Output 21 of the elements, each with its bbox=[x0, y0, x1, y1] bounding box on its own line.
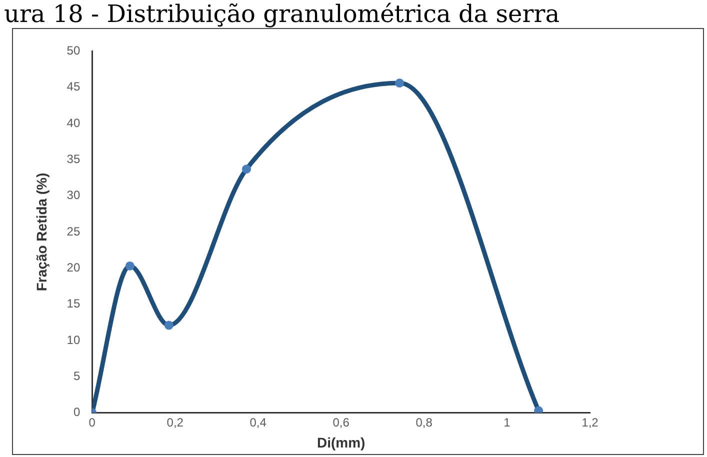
x-tick-label: 0,2 bbox=[166, 415, 184, 430]
x-tick-label: 1,2 bbox=[582, 415, 599, 430]
chart-title: ura 18 - Distribuição granulométrica da serra bbox=[3, 0, 561, 28]
y-tick-label: 40 bbox=[66, 116, 80, 130]
y-tick-label: 35 bbox=[66, 152, 80, 166]
y-tick-label: 30 bbox=[66, 188, 80, 202]
y-tick-label: 15 bbox=[66, 296, 80, 311]
x-tick-label: 0,8 bbox=[416, 415, 433, 430]
y-tick-label: 25 bbox=[66, 224, 80, 238]
x-tick-label: 0,4 bbox=[250, 415, 267, 430]
y-tick-label: 5 bbox=[73, 368, 80, 383]
x-tick-label: 0 bbox=[88, 415, 96, 430]
y-tick-label: 50 bbox=[66, 44, 80, 58]
x-tick-label: 1 bbox=[504, 415, 511, 430]
x-tick-label: 0,6 bbox=[332, 415, 350, 430]
y-tick-label: 20 bbox=[66, 260, 80, 274]
y-axis-title: Fração Retida (%) bbox=[33, 172, 50, 292]
y-tick-label: 45 bbox=[66, 80, 80, 94]
x-axis-title: Di(mm) bbox=[316, 434, 366, 450]
y-tick-label: 0 bbox=[73, 405, 80, 420]
y-tick-label: 10 bbox=[66, 332, 80, 347]
